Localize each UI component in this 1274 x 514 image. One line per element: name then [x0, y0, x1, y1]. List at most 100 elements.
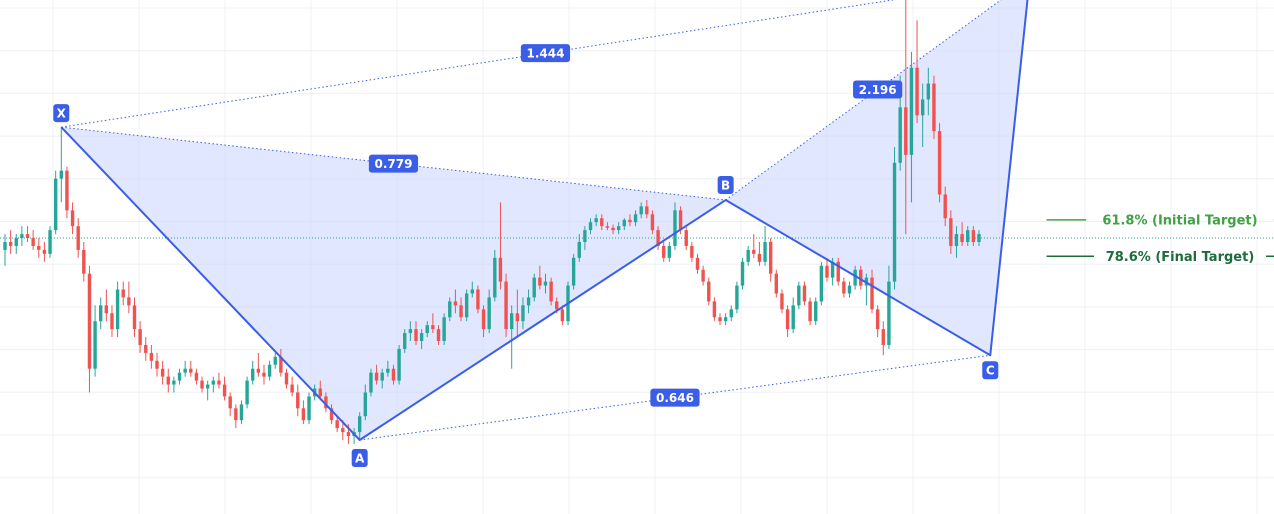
candle-body — [177, 372, 182, 381]
candle-body — [149, 352, 154, 361]
candle-body — [296, 392, 300, 409]
level-label: 61.8% (Initial Target) — [1102, 213, 1257, 228]
candle — [273, 352, 277, 369]
candle-body — [684, 230, 688, 246]
ratio-label-xb-text: 0.779 — [374, 157, 412, 171]
candle — [504, 273, 508, 338]
candle — [859, 265, 863, 290]
candle-body — [678, 210, 683, 231]
candle — [875, 305, 880, 338]
candle-body — [239, 404, 244, 421]
candle — [425, 321, 429, 338]
candle — [904, 0, 908, 235]
ratio-line-xb — [61, 126, 726, 201]
candle-body — [904, 107, 908, 155]
candle — [650, 210, 655, 235]
candle-body — [785, 309, 790, 330]
candle — [138, 321, 142, 353]
candle — [763, 226, 767, 266]
point-label-c-text: C — [986, 364, 995, 378]
candle — [419, 329, 424, 349]
candle — [752, 234, 756, 258]
candle — [920, 83, 925, 147]
candle — [515, 289, 520, 338]
candle — [25, 226, 30, 242]
point-label-b-bg — [717, 176, 734, 195]
candle — [127, 281, 131, 314]
candle — [172, 376, 176, 393]
candle — [251, 360, 255, 385]
pattern-legs — [60, 0, 1029, 441]
candle — [31, 230, 35, 250]
candle — [510, 305, 514, 369]
candle — [144, 337, 148, 361]
candle — [284, 368, 289, 389]
candle-body — [335, 420, 339, 429]
candle-body — [707, 281, 711, 302]
candle — [59, 127, 63, 203]
candle-body — [301, 408, 306, 421]
point-label-x: X — [53, 104, 70, 123]
ratio-label-ac-text: 0.646 — [656, 391, 694, 405]
candle-body — [256, 368, 261, 373]
candle-body — [324, 396, 328, 409]
candle — [115, 281, 120, 338]
candle — [448, 297, 452, 322]
candle-body — [504, 281, 508, 330]
candle-body — [892, 162, 897, 282]
candle-body — [802, 285, 807, 302]
candle-body — [222, 384, 227, 397]
ratio-label-xd: 1.444 — [520, 44, 571, 63]
candle-body — [780, 293, 784, 310]
candle-body — [391, 368, 396, 381]
candle — [960, 222, 964, 246]
candle — [234, 404, 238, 429]
candle-body — [166, 376, 170, 385]
candle — [701, 265, 705, 286]
candle — [104, 289, 109, 322]
candle — [228, 392, 232, 417]
candle-body — [374, 372, 379, 381]
candle — [149, 344, 154, 369]
candle-body — [127, 297, 131, 306]
candle — [239, 400, 244, 425]
candle — [622, 218, 626, 231]
candle-body — [346, 432, 351, 437]
candle — [324, 392, 328, 413]
candle-body — [859, 269, 863, 286]
candle — [667, 242, 672, 262]
candle — [42, 242, 47, 262]
candle — [397, 344, 401, 385]
candle-body — [645, 206, 649, 215]
candle-body — [442, 317, 446, 341]
ratio-line-xd — [61, 0, 897, 128]
candle — [498, 202, 503, 290]
candle — [785, 305, 790, 338]
candle — [695, 253, 700, 274]
candle — [892, 146, 897, 290]
candle-body — [521, 305, 525, 322]
candle-body — [20, 234, 24, 239]
candle-body — [487, 297, 491, 330]
candle-body — [369, 372, 373, 393]
candle — [160, 360, 165, 385]
candle — [707, 277, 711, 306]
candle — [656, 226, 660, 250]
candle-body — [723, 317, 728, 322]
candle-body — [690, 245, 694, 258]
candle — [414, 321, 418, 345]
candle — [543, 273, 548, 294]
candle — [819, 261, 824, 306]
candle — [217, 372, 221, 389]
candle — [526, 289, 531, 314]
candle-body — [341, 428, 345, 433]
candle — [442, 313, 446, 345]
candle-body — [408, 329, 413, 334]
candle-body — [757, 253, 762, 262]
candle — [436, 325, 441, 345]
candle-body — [138, 329, 142, 345]
candle-body — [211, 380, 216, 385]
candle-body — [307, 396, 311, 421]
candle — [53, 170, 58, 235]
candle-body — [3, 242, 7, 250]
